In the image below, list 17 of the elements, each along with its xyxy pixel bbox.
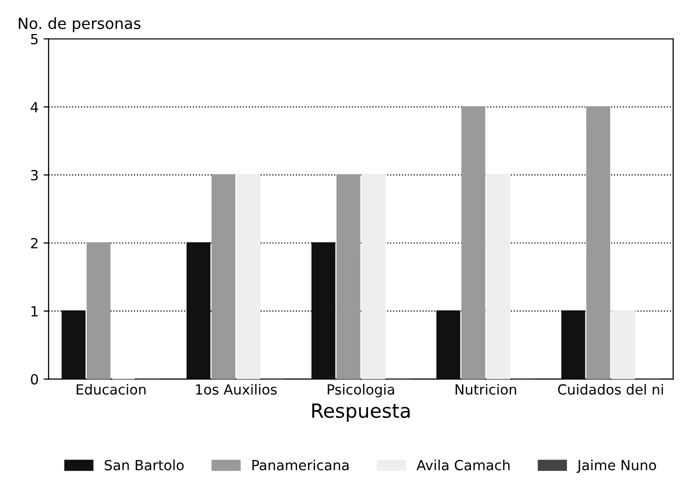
x-tick-label: 1os Auxilios <box>196 384 277 395</box>
y-tick-label: 2 <box>31 238 38 248</box>
x-tick-label: Cuidados del ni <box>558 384 663 395</box>
y-tick-label: 4 <box>30 102 38 112</box>
x-tick-label: Educacion <box>76 384 146 395</box>
y-tick-label: 0 <box>30 374 38 385</box>
y-tick-label: 5 <box>31 34 38 44</box>
legend-label: Avila Camach <box>416 460 510 470</box>
legend-label: Jaime Nuno <box>576 460 656 473</box>
legend-label: San Bartolo <box>104 460 184 470</box>
x-tick-label: Nutricion <box>456 384 516 395</box>
legend-label: Panamericana <box>252 460 349 470</box>
x-tick-label: Psicologia <box>328 384 394 398</box>
x-axis-title: Respuesta <box>312 404 410 422</box>
y-tick-label: 3 <box>31 170 38 180</box>
y-axis-title: No. de personas <box>18 17 140 32</box>
y-tick-label: 1 <box>32 306 38 316</box>
